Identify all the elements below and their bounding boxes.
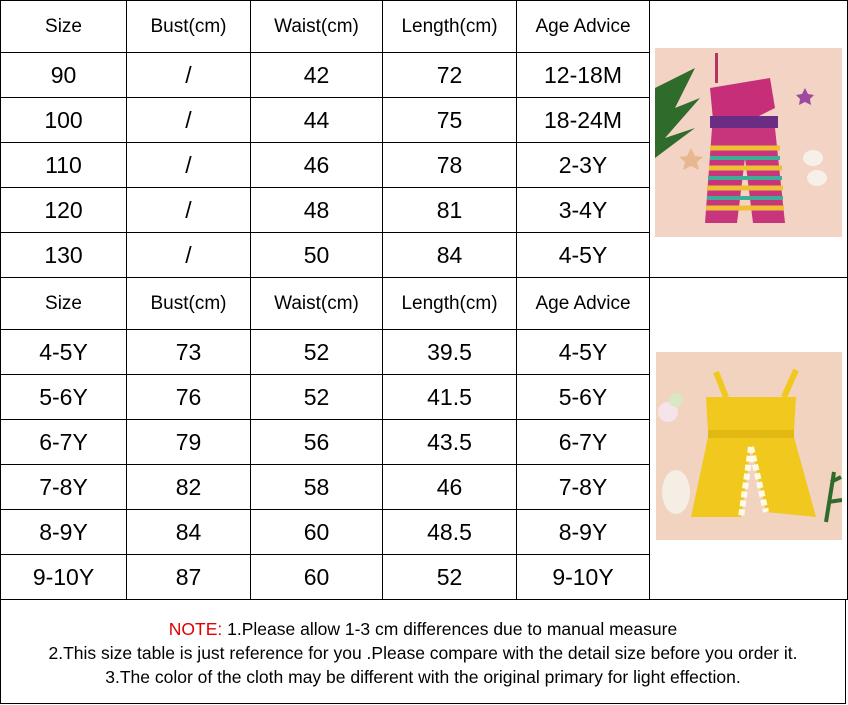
table-cell: 4-5Y [516,329,650,375]
table-cell: 6-7Y [516,419,650,465]
table-cell: 60 [250,554,383,600]
column-header: Bust(cm) [126,277,251,330]
table-row: 7-8Y 82 58 46 7-8Y [0,464,848,510]
table-cell: 5-6Y [516,374,650,420]
table-cell: 87 [126,554,251,600]
table-cell: 52 [382,554,517,600]
note-line-2: 2.This size table is just reference for … [48,643,798,663]
table-row: 9-10Y 87 60 52 9-10Y [0,554,848,600]
table-cell: 81 [382,187,517,233]
note-label: NOTE: [168,619,223,639]
table-cell: 2-3Y [516,142,650,188]
size-table: Size Bust(cm) Waist(cm) Length(cm) Age Advic… [0,0,848,600]
table-cell: 73 [126,329,251,375]
table-cell: 18-24M [516,97,650,143]
table-cell: 41.5 [382,374,517,420]
table-cell: / [126,97,251,143]
table-cell: 8-9Y [0,509,127,555]
table-cell: 60 [250,509,383,555]
table-cell: 4-5Y [516,232,650,278]
table-cell: 84 [382,232,517,278]
table-cell: 44 [250,97,383,143]
table-cell: 52 [250,374,383,420]
table-cell: 5-6Y [0,374,127,420]
table-cell: 58 [250,464,383,510]
table-cell: 8-9Y [516,509,650,555]
table-cell: / [126,142,251,188]
table-cell: 9-10Y [516,554,650,600]
column-header: Age Advice [516,0,650,53]
table-cell: 9-10Y [0,554,127,600]
table-cell: 50 [250,232,383,278]
table-cell: 7-8Y [0,464,127,510]
table-cell: 76 [126,374,251,420]
note-line-3: 3.The color of the cloth may be differen… [105,667,741,687]
table-cell: / [126,187,251,233]
table-row: 90/42 72 12-18M [0,52,848,98]
table-cell: 4-5Y [0,329,127,375]
table-cell: 48 [250,187,383,233]
table-cell: 72 [382,52,517,98]
table-cell: 100 [0,97,127,143]
note-line-1: NOTE: 1.Please allow 1-3 cm differences … [168,619,678,639]
table-cell: 90 [0,52,127,98]
table-cell: 84 [126,509,251,555]
column-header: Bust(cm) [126,0,251,53]
table-row: 4-5Y 73 52 39.5 4-5Y [0,329,848,375]
table-cell: 56 [250,419,383,465]
table-cell: 46 [250,142,383,188]
table-cell: 3-4Y [516,187,650,233]
table-cell: 52 [250,329,383,375]
table-cell: 12-18M [516,52,650,98]
column-header: Length(cm) [382,0,517,53]
table-row: 8-9Y 84 60 48.5 8-9Y [0,509,848,555]
table-cell: 46 [382,464,517,510]
table-cell: 39.5 [382,329,517,375]
table1-header-row: Size Bust(cm) Waist(cm) Length(cm) Age Advic… [0,0,848,278]
column-header: Size [0,277,127,330]
table-cell: 130 [0,232,127,278]
note-section: NOTE: 1.Please allow 1-3 cm differences … [0,599,846,704]
column-header: Size [0,0,127,53]
table-cell: / [126,232,251,278]
column-header: Age Advice [516,277,650,330]
table2-header-row: Size Bust(cm) Waist(cm) Length(cm) Age Advic… [0,277,848,600]
table-cell: 79 [126,419,251,465]
table-cell: 110 [0,142,127,188]
table-cell: 78 [382,142,517,188]
jumpsuit-photo [655,48,842,237]
table-cell: 43.5 [382,419,517,465]
column-header: Waist(cm) [250,277,383,330]
table-cell: 6-7Y [0,419,127,465]
column-header: Length(cm) [382,277,517,330]
table-cell: 42 [250,52,383,98]
table-row: 100/44 75 18-24M [0,97,848,143]
table-cell: 75 [382,97,517,143]
table-cell: 82 [126,464,251,510]
table-row: 120/48 81 3-4Y [0,187,848,233]
table-row: 6-7Y 79 56 43.5 6-7Y [0,419,848,465]
table-cell: 48.5 [382,509,517,555]
table-cell: 120 [0,187,127,233]
table-row: 130/50 84 4-5Y [0,232,848,278]
table-cell: 7-8Y [516,464,650,510]
table-row: 5-6Y 76 52 41.5 5-6Y [0,374,848,420]
table-cell: / [126,52,251,98]
column-header: Waist(cm) [250,0,383,53]
yellow-romper-photo [656,352,842,540]
